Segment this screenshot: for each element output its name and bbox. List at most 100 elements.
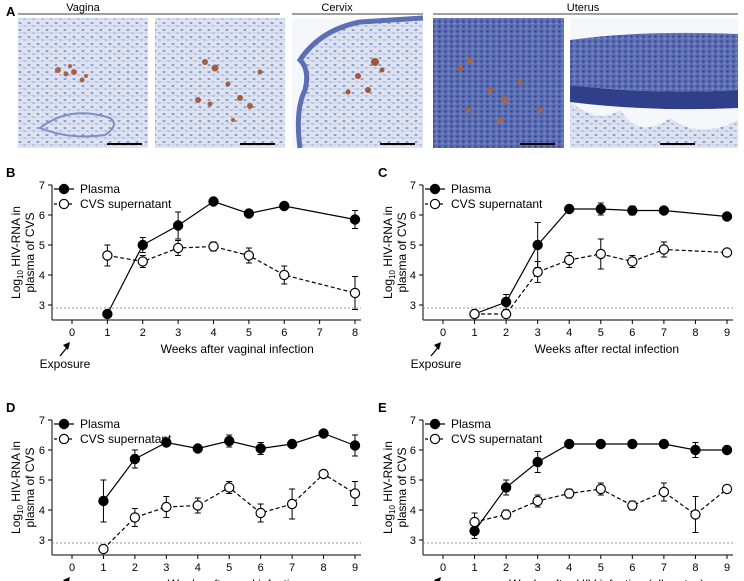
y-axis-label-line2: plasma of CVS — [395, 212, 409, 292]
plasma-point — [500, 296, 512, 308]
x-tick-label: 5 — [598, 327, 604, 339]
plasma-point — [690, 444, 701, 456]
plasma-point — [564, 438, 575, 450]
cvs-point — [500, 509, 512, 520]
x-tick-label: 0 — [440, 562, 446, 574]
cvs-point — [98, 543, 109, 555]
cvs-point — [102, 250, 113, 261]
plasma-line — [474, 208, 728, 315]
legend-label: Plasma — [451, 182, 491, 196]
plasma-point — [564, 203, 575, 215]
cvs-point — [208, 241, 219, 252]
x-tick-label: 4 — [566, 562, 572, 574]
x-axis-label: Weeks after oral infection — [168, 577, 303, 581]
cvs-point — [224, 482, 235, 493]
plasma-point — [192, 443, 203, 454]
y-tick-label: 5 — [39, 475, 45, 487]
plasma-point — [161, 437, 172, 448]
panel-letter: B — [6, 165, 15, 180]
cvs-point — [595, 248, 606, 260]
y-tick-label: 6 — [410, 210, 416, 222]
cvs-point — [129, 512, 141, 523]
y-tick-label: 7 — [39, 415, 45, 427]
legend-marker — [58, 433, 70, 445]
y-tick-label: 4 — [39, 270, 45, 282]
x-tick-label: 7 — [289, 562, 295, 574]
micrograph-uterus-2 — [570, 18, 738, 148]
x-tick-label: 0 — [69, 327, 75, 339]
exposure-label: Exposure — [40, 357, 91, 371]
cvs-point — [243, 250, 255, 261]
y-tick-label: 6 — [410, 445, 416, 457]
legend-label: Plasma — [80, 417, 120, 431]
y-axis-label-line2: plasma of CVS — [23, 447, 37, 527]
plasma-point — [532, 456, 543, 468]
x-tick-label: 3 — [535, 562, 541, 574]
x-tick-label: 2 — [503, 562, 509, 574]
plasma-point — [279, 200, 290, 212]
panel-letter: C — [378, 165, 388, 180]
plasma-point — [627, 438, 638, 450]
cvs-point — [690, 509, 701, 520]
x-tick-label: 2 — [503, 327, 509, 339]
y-tick-label: 6 — [39, 210, 45, 222]
x-tick-label: 8 — [352, 327, 358, 339]
y-tick-label: 5 — [410, 475, 416, 487]
y-tick-label: 5 — [39, 240, 45, 252]
y-tick-label: 3 — [39, 300, 45, 312]
panel-e: E 3 4 5 6 7 0 1 2 3 4 5 6 7 8 9 Weeks after HIV infectio… — [378, 400, 733, 581]
legend-marker — [429, 198, 441, 210]
legend-marker — [429, 433, 441, 445]
y-tick-label: 4 — [410, 505, 416, 517]
micrograph-cervix — [292, 15, 424, 149]
panel-a-headers: Vagina Cervix Uterus — [18, 2, 738, 15]
cvs-point — [279, 269, 290, 281]
x-tick-label: 7 — [317, 327, 323, 339]
panel-d: D 3 4 5 6 7 0 1 2 3 4 5 6 7 8 9 Weeks after oral infecti… — [6, 400, 361, 581]
x-tick-label: 5 — [598, 562, 604, 574]
cvs-line — [474, 248, 728, 315]
x-tick-label: 6 — [629, 327, 635, 339]
x-tick-label: 3 — [163, 562, 169, 574]
y-axis-label: Log10 HIV-RNA in — [381, 441, 397, 534]
x-tick-label: 8 — [692, 562, 698, 574]
plasma-point — [627, 205, 638, 216]
y-axis-label-line2: plasma of CVS — [395, 447, 409, 527]
x-tick-label: 1 — [471, 327, 477, 339]
x-tick-label: 4 — [566, 327, 572, 339]
x-tick-label: 0 — [440, 327, 446, 339]
y-tick-label: 6 — [39, 445, 45, 457]
legend-label: CVS supernatant — [451, 432, 543, 446]
x-tick-label: 9 — [724, 327, 730, 339]
exposure-label: Exposure — [411, 357, 462, 371]
y-tick-label: 4 — [410, 270, 416, 282]
cvs-point — [192, 500, 203, 511]
y-tick-label: 4 — [39, 505, 45, 517]
panel-letter: E — [378, 400, 387, 415]
exposure-arrowhead — [63, 342, 70, 350]
x-tick-label: 3 — [175, 327, 181, 339]
cvs-point — [469, 516, 480, 528]
cvs-point — [627, 256, 638, 267]
legend-label: Plasma — [80, 182, 120, 196]
x-tick-label: 6 — [281, 327, 287, 339]
cvs-point — [500, 308, 512, 320]
cvs-point — [532, 495, 543, 507]
cvs-point — [721, 247, 733, 258]
tissue-label-uterus: Uterus — [567, 2, 600, 14]
x-tick-label: 4 — [210, 327, 216, 339]
panel-a-letter: A — [6, 4, 16, 19]
plasma-point — [318, 428, 329, 439]
x-tick-label: 3 — [535, 327, 541, 339]
y-tick-label: 7 — [39, 180, 45, 192]
x-tick-label: 1 — [104, 327, 110, 339]
y-axis-label: Log10 HIV-RNA in — [9, 441, 25, 534]
legend-label: CVS supernatant — [80, 197, 172, 211]
plasma-point — [721, 211, 733, 222]
cvs-point — [255, 507, 266, 519]
plasma-point — [658, 205, 670, 216]
x-tick-label: 8 — [320, 562, 326, 574]
x-tick-label: 1 — [100, 562, 106, 574]
cvs-point — [627, 500, 638, 511]
cvs-line — [107, 245, 356, 294]
